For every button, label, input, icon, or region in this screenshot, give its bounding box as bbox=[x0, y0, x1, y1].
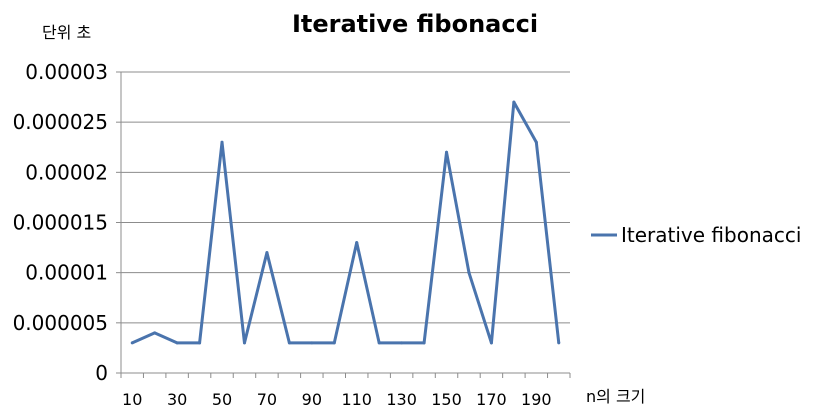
data-point bbox=[265, 251, 269, 255]
data-point bbox=[467, 271, 471, 275]
x-tick-label: 90 bbox=[302, 390, 322, 409]
x-tick-label: 110 bbox=[341, 390, 372, 409]
data-point bbox=[310, 341, 314, 345]
x-tick-label: 10 bbox=[122, 390, 142, 409]
y-tick-label: 0.00001 bbox=[25, 261, 108, 285]
tick-labels: 0 0.000005 0.00001 0.000015 0.00002 0.000025 0… bbox=[13, 60, 552, 409]
data-point bbox=[355, 241, 359, 245]
data-point bbox=[512, 100, 516, 104]
data-point bbox=[534, 140, 538, 144]
data-point bbox=[377, 341, 381, 345]
data-point bbox=[175, 341, 179, 345]
y-tick-label: 0.00002 bbox=[25, 160, 108, 184]
x-tick-label: 30 bbox=[167, 390, 187, 409]
x-tick-label: 190 bbox=[521, 390, 552, 409]
x-tick-label: 130 bbox=[386, 390, 417, 409]
y-axis-label: 단위 초 bbox=[42, 23, 91, 42]
y-tick-label: 0 bbox=[95, 361, 108, 385]
data-point bbox=[220, 140, 224, 144]
y-tick-label: 0.000005 bbox=[13, 311, 108, 335]
data-point bbox=[198, 341, 202, 345]
x-axis-label: n의 크기 bbox=[586, 387, 645, 406]
x-tick-label: 150 bbox=[431, 390, 462, 409]
y-tick-label: 0.000025 bbox=[13, 110, 108, 134]
data-point bbox=[130, 341, 134, 345]
legend-label: Iterative fibonacci bbox=[621, 223, 801, 247]
data-point bbox=[557, 341, 561, 345]
data-point bbox=[422, 341, 426, 345]
data-point bbox=[332, 341, 336, 345]
data-point bbox=[287, 341, 291, 345]
axes bbox=[116, 71, 571, 378]
chart-title: Iterative fibonacci bbox=[292, 10, 538, 38]
gridlines bbox=[121, 71, 570, 324]
data-point bbox=[400, 341, 404, 345]
x-tick-label: 170 bbox=[476, 390, 507, 409]
y-tick-label: 0.000015 bbox=[13, 211, 108, 235]
data-point bbox=[489, 341, 493, 345]
series-layer bbox=[130, 100, 561, 345]
series-line bbox=[131, 100, 561, 345]
y-tick-label: 0.00003 bbox=[25, 60, 108, 84]
data-point bbox=[153, 331, 157, 335]
x-tick-label: 50 bbox=[212, 390, 232, 409]
legend: Iterative fibonacci bbox=[591, 223, 801, 247]
data-point bbox=[242, 341, 246, 345]
data-point bbox=[445, 150, 449, 154]
x-tick-label: 70 bbox=[257, 390, 277, 409]
